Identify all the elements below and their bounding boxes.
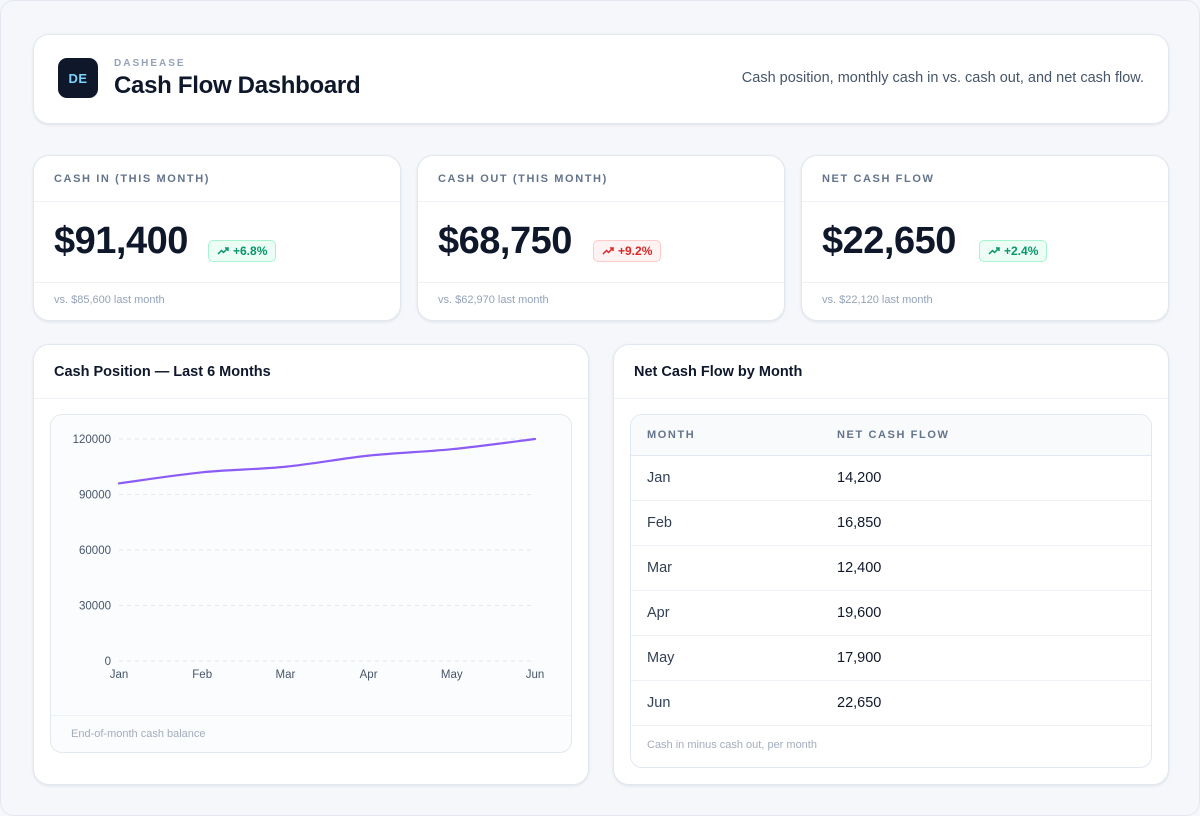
cell-net-cash-flow: 19,600 bbox=[837, 605, 882, 621]
cash-position-panel: Cash Position — Last 6 Months 0 30000 6000… bbox=[33, 344, 589, 785]
y-tick-label: 60000 bbox=[79, 545, 111, 557]
kpi-card-cash-out: CASH OUT (THIS MONTH) $68,750 +9.2% vs. … bbox=[417, 155, 785, 321]
divider bbox=[34, 398, 588, 399]
cash-position-series-line bbox=[117, 437, 537, 485]
change-value: +2.4% bbox=[1004, 244, 1039, 258]
cell-net-cash-flow: 12,400 bbox=[837, 560, 882, 576]
kpi-value: $91,400 bbox=[54, 220, 188, 262]
brand-name: DASHEASE bbox=[114, 58, 186, 69]
cell-net-cash-flow: 14,200 bbox=[837, 470, 882, 486]
cell-net-cash-flow: 22,650 bbox=[837, 695, 882, 711]
change-value: +9.2% bbox=[618, 244, 653, 258]
page-subtitle: Cash position, monthly cash in vs. cash … bbox=[741, 70, 1144, 86]
table-row: Apr 19,600 bbox=[631, 591, 1151, 636]
cash-position-line-chart: 0 30000 60000 90000 120000 Jan Feb Mar Apr May Jun bbox=[73, 434, 545, 681]
panel-title: Net Cash Flow by Month bbox=[634, 364, 803, 380]
cell-month: May bbox=[647, 650, 675, 666]
page-title: Cash Flow Dashboard bbox=[114, 72, 361, 99]
kpi-comparison: vs. $85,600 last month bbox=[54, 294, 165, 306]
divider bbox=[34, 282, 400, 283]
divider bbox=[418, 282, 784, 283]
x-tick-label: May bbox=[441, 669, 463, 681]
divider bbox=[51, 715, 571, 716]
cell-month: Jun bbox=[647, 695, 671, 711]
column-header-net-cash-flow[interactable]: NET CASH FLOW bbox=[837, 429, 950, 441]
kpi-card-net-cash-flow: NET CASH FLOW $22,650 +2.4% vs. $22,120 … bbox=[801, 155, 1169, 321]
header-card: DE DASHEASE Cash Flow Dashboard Cash pos… bbox=[33, 34, 1169, 124]
kpi-value: $68,750 bbox=[438, 220, 572, 262]
x-tick-label: Feb bbox=[192, 669, 212, 681]
table-row: Jan 14,200 bbox=[631, 456, 1151, 501]
divider bbox=[802, 282, 1168, 283]
trend-up-icon bbox=[602, 247, 614, 255]
line-chart-container: 0 30000 60000 90000 120000 Jan Feb Mar Apr May Jun… bbox=[50, 414, 572, 753]
y-tick-label: 30000 bbox=[79, 601, 111, 613]
divider bbox=[34, 201, 400, 202]
change-badge: +6.8% bbox=[208, 240, 277, 262]
x-tick-label: Apr bbox=[360, 669, 378, 681]
cell-net-cash-flow: 16,850 bbox=[837, 515, 882, 531]
divider bbox=[614, 398, 1168, 399]
cell-month: Feb bbox=[647, 515, 672, 531]
kpi-label: NET CASH FLOW bbox=[822, 173, 935, 185]
kpi-comparison: vs. $22,120 last month bbox=[822, 294, 933, 306]
net-cash-flow-table: MONTH NET CASH FLOW Jan 14,200 Feb 16,85… bbox=[630, 414, 1152, 768]
change-badge: +9.2% bbox=[593, 240, 662, 262]
change-value: +6.8% bbox=[233, 244, 268, 258]
cell-month: Jan bbox=[647, 470, 671, 486]
table-caption: Cash in minus cash out, per month bbox=[647, 739, 817, 751]
change-badge: +2.4% bbox=[979, 240, 1048, 262]
net-cash-flow-panel: Net Cash Flow by Month MONTH NET CASH FL… bbox=[613, 344, 1169, 785]
cell-month: Mar bbox=[647, 560, 672, 576]
cell-net-cash-flow: 17,900 bbox=[837, 650, 882, 666]
table-header: MONTH NET CASH FLOW bbox=[631, 415, 1151, 456]
column-header-month[interactable]: MONTH bbox=[647, 429, 696, 441]
x-tick-label: Jan bbox=[110, 669, 129, 681]
y-tick-label: 0 bbox=[105, 656, 111, 668]
trend-up-icon bbox=[988, 247, 1000, 255]
cell-month: Apr bbox=[647, 605, 670, 621]
chart-caption: End-of-month cash balance bbox=[71, 728, 206, 740]
kpi-card-cash-in: CASH IN (THIS MONTH) $91,400 +6.8% vs. $… bbox=[33, 155, 401, 321]
table-row: Jun 22,650 bbox=[631, 681, 1151, 726]
divider bbox=[802, 201, 1168, 202]
y-tick-label: 90000 bbox=[79, 490, 111, 502]
divider bbox=[418, 201, 784, 202]
x-tick-label: Jun bbox=[526, 669, 545, 681]
kpi-value: $22,650 bbox=[822, 220, 956, 262]
x-tick-label: Mar bbox=[275, 669, 295, 681]
trend-up-icon bbox=[217, 247, 229, 255]
table-row: Mar 12,400 bbox=[631, 546, 1151, 591]
table-row: May 17,900 bbox=[631, 636, 1151, 681]
table-row: Feb 16,850 bbox=[631, 501, 1151, 546]
panel-title: Cash Position — Last 6 Months bbox=[54, 364, 271, 380]
kpi-label: CASH OUT (THIS MONTH) bbox=[438, 173, 608, 185]
logo: DE bbox=[58, 58, 98, 98]
kpi-comparison: vs. $62,970 last month bbox=[438, 294, 549, 306]
y-tick-label: 120000 bbox=[73, 434, 111, 446]
kpi-label: CASH IN (THIS MONTH) bbox=[54, 173, 211, 185]
